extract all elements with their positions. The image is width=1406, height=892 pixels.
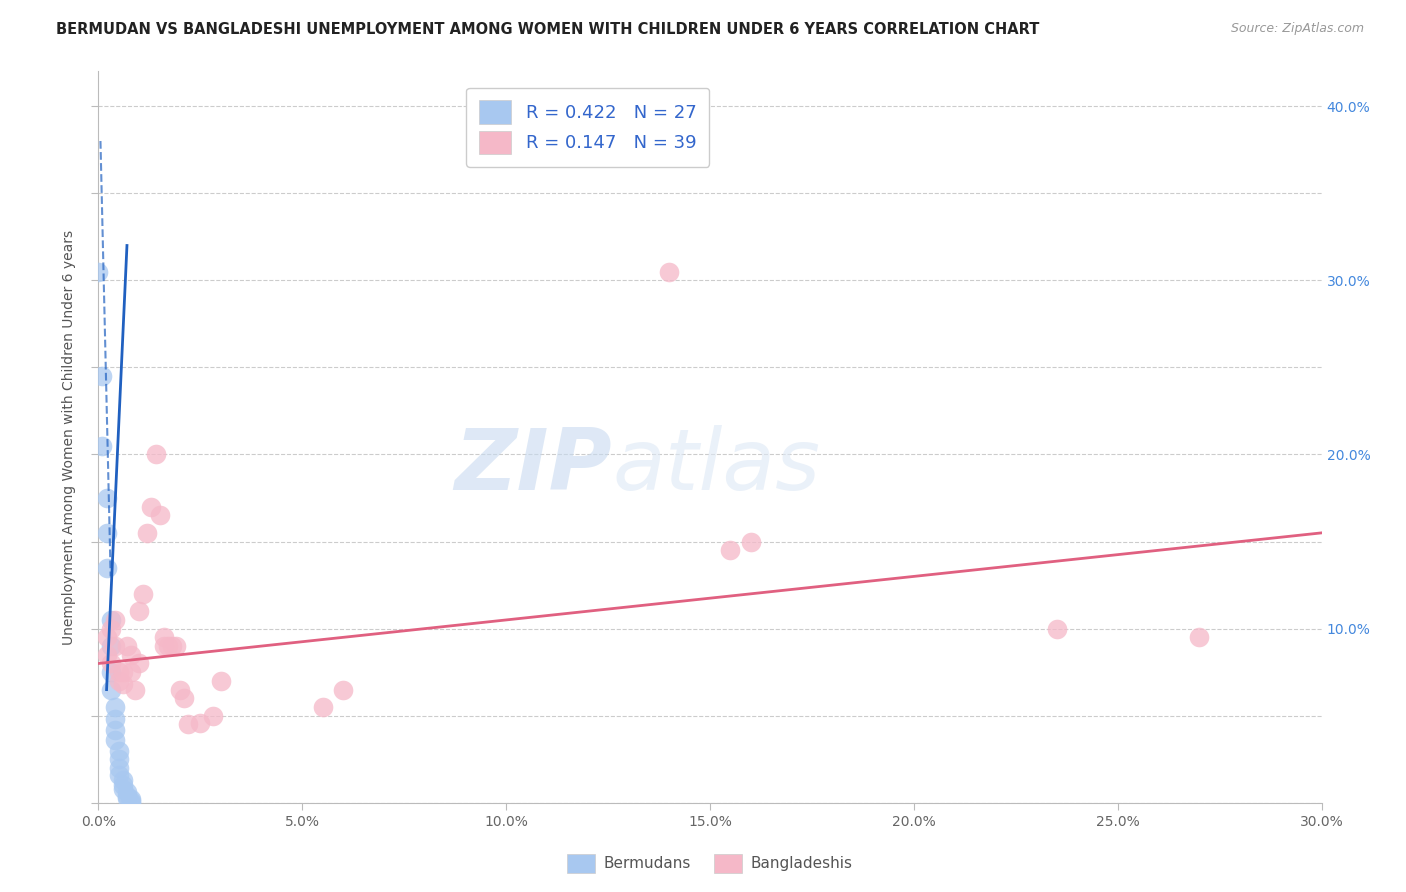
Text: atlas: atlas xyxy=(612,425,820,508)
Point xyxy=(120,796,142,810)
Point xyxy=(115,789,138,803)
Point xyxy=(100,613,122,627)
Point xyxy=(111,781,134,796)
Point xyxy=(201,708,224,723)
Point xyxy=(136,525,159,540)
Point xyxy=(132,587,155,601)
Point xyxy=(156,639,179,653)
Point xyxy=(165,639,187,653)
Point xyxy=(96,525,118,540)
Point xyxy=(104,639,127,653)
Point xyxy=(91,369,114,384)
Point xyxy=(120,665,142,680)
Point xyxy=(141,500,163,514)
Point xyxy=(120,792,142,806)
Point xyxy=(145,448,167,462)
Point xyxy=(100,622,122,636)
Point xyxy=(87,265,110,279)
Point xyxy=(108,752,131,766)
Point xyxy=(160,639,183,653)
Point xyxy=(96,631,118,645)
Point xyxy=(120,648,142,662)
Point xyxy=(124,682,146,697)
Point xyxy=(96,560,118,574)
Legend: Bermudans, Bangladeshis: Bermudans, Bangladeshis xyxy=(561,847,859,880)
Point xyxy=(100,639,122,653)
Point xyxy=(104,712,127,726)
Point xyxy=(115,790,138,805)
Point xyxy=(108,768,131,782)
Point xyxy=(108,743,131,757)
Point xyxy=(111,778,134,792)
Point xyxy=(108,673,131,688)
Point xyxy=(115,785,138,799)
Point xyxy=(173,691,195,706)
Point xyxy=(169,682,191,697)
Point xyxy=(149,508,172,523)
Point xyxy=(104,700,127,714)
Point xyxy=(312,700,335,714)
Point xyxy=(152,639,174,653)
Point xyxy=(111,677,134,691)
Point xyxy=(1188,631,1211,645)
Point xyxy=(332,682,354,697)
Point xyxy=(100,682,122,697)
Point xyxy=(111,665,134,680)
Point xyxy=(128,604,150,618)
Point xyxy=(1045,622,1069,636)
Point xyxy=(104,613,127,627)
Point xyxy=(209,673,232,688)
Point xyxy=(104,733,127,747)
Point xyxy=(108,665,131,680)
Point xyxy=(128,657,150,671)
Point xyxy=(96,491,118,505)
Point xyxy=(740,534,762,549)
Point xyxy=(104,723,127,737)
Point xyxy=(111,773,134,788)
Point xyxy=(188,715,212,730)
Point xyxy=(96,648,118,662)
Point xyxy=(115,639,138,653)
Text: BERMUDAN VS BANGLADESHI UNEMPLOYMENT AMONG WOMEN WITH CHILDREN UNDER 6 YEARS COR: BERMUDAN VS BANGLADESHI UNEMPLOYMENT AMO… xyxy=(56,22,1039,37)
Point xyxy=(100,657,122,671)
Text: Source: ZipAtlas.com: Source: ZipAtlas.com xyxy=(1230,22,1364,36)
Point xyxy=(100,665,122,680)
Point xyxy=(177,717,200,731)
Point xyxy=(720,543,742,558)
Point xyxy=(152,631,174,645)
Point xyxy=(120,794,142,808)
Point xyxy=(108,761,131,775)
Point xyxy=(658,265,681,279)
Y-axis label: Unemployment Among Women with Children Under 6 years: Unemployment Among Women with Children U… xyxy=(62,229,76,645)
Point xyxy=(91,439,114,453)
Text: ZIP: ZIP xyxy=(454,425,612,508)
